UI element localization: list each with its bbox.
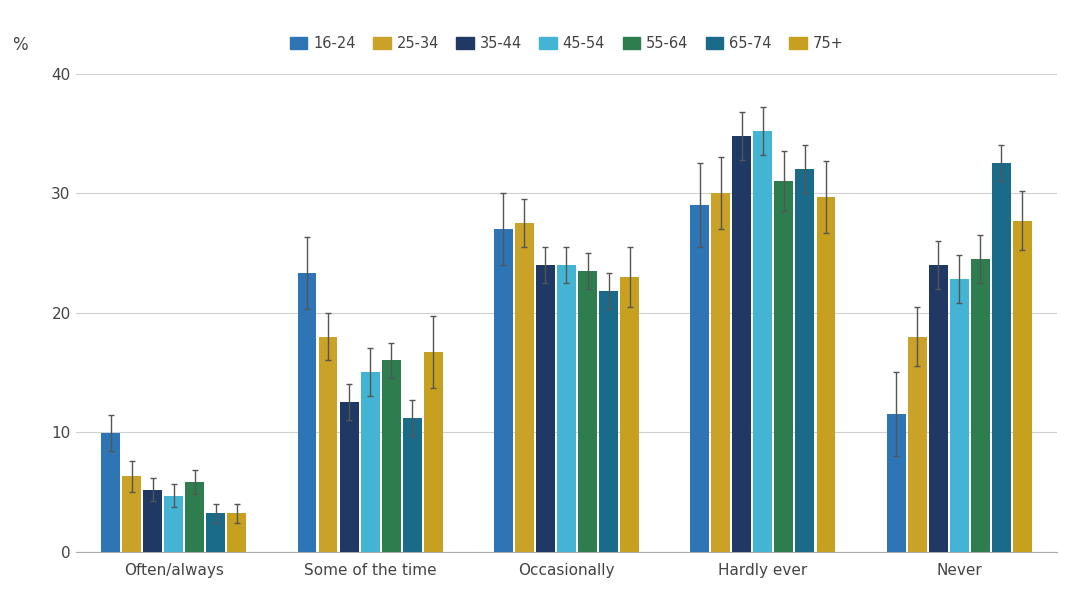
Bar bbox=[360, 372, 380, 552]
Bar bbox=[753, 131, 773, 552]
Bar bbox=[424, 352, 442, 552]
Bar bbox=[691, 205, 709, 552]
Bar bbox=[101, 433, 120, 552]
Bar bbox=[494, 229, 513, 552]
Bar bbox=[164, 495, 183, 552]
Bar bbox=[992, 163, 1011, 552]
Bar bbox=[929, 265, 947, 552]
Bar bbox=[318, 337, 338, 552]
Bar bbox=[795, 169, 815, 552]
Bar bbox=[536, 265, 555, 552]
Bar bbox=[122, 476, 141, 552]
Bar bbox=[620, 276, 639, 552]
Bar bbox=[382, 360, 400, 552]
Bar bbox=[950, 279, 969, 552]
Bar bbox=[402, 418, 422, 552]
Bar bbox=[206, 514, 226, 552]
Bar bbox=[557, 265, 576, 552]
Bar bbox=[298, 273, 316, 552]
Bar bbox=[228, 514, 246, 552]
Bar bbox=[599, 291, 618, 552]
Text: %: % bbox=[12, 36, 27, 55]
Bar bbox=[144, 490, 162, 552]
Bar bbox=[775, 181, 793, 552]
Legend: 16-24, 25-34, 35-44, 45-54, 55-64, 65-74, 75+: 16-24, 25-34, 35-44, 45-54, 55-64, 65-74… bbox=[284, 30, 849, 57]
Bar bbox=[340, 402, 358, 552]
Bar bbox=[578, 271, 597, 552]
Bar bbox=[1013, 221, 1032, 552]
Bar bbox=[971, 259, 989, 552]
Bar bbox=[515, 223, 534, 552]
Bar bbox=[907, 337, 927, 552]
Bar bbox=[817, 197, 835, 552]
Bar bbox=[733, 135, 751, 552]
Bar bbox=[711, 193, 730, 552]
Bar bbox=[186, 482, 204, 552]
Bar bbox=[887, 414, 905, 552]
